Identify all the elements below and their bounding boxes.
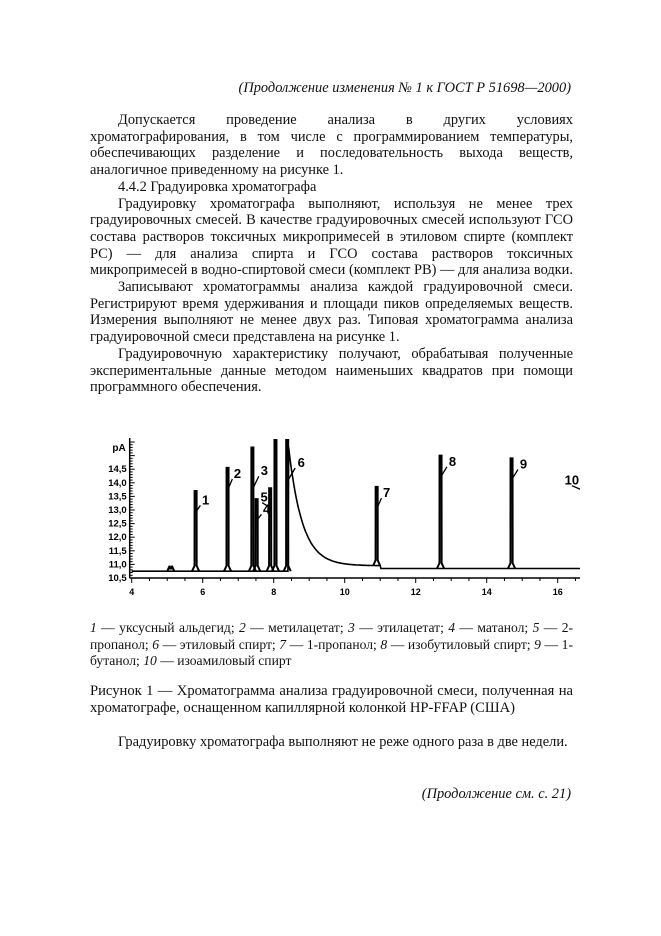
y-tick-label: 12,0 [108, 532, 127, 543]
x-tick-label: 10 [340, 587, 350, 597]
peak-label: 2 [234, 466, 241, 481]
legend-number: 10 [143, 653, 157, 669]
peak-label: 8 [449, 454, 456, 469]
x-tick-label: 12 [411, 587, 421, 597]
y-tick-label: 10,5 [108, 573, 127, 584]
x-tick-label: 4 [129, 587, 134, 597]
paragraph: Градуировочную характеристику получают, … [90, 345, 573, 396]
paragraph: Градуировку хроматографа выполняют, испо… [90, 195, 573, 279]
section-heading: 4.4.2 Градуировка хроматографа [118, 178, 317, 195]
legend-name: 2-пропанол; [90, 620, 574, 652]
legend-number: 6 [152, 636, 160, 652]
legend-number: 8 [380, 636, 388, 652]
page-footer: (Продолжение см. с. 21) [421, 786, 571, 802]
peak-leader-line [252, 475, 260, 488]
legend-name: 1-пропанол; [306, 636, 377, 652]
legend-item: 10 — изоамиловый спирт [143, 653, 292, 669]
peak-leader-line [287, 467, 296, 481]
peak-label: 6 [298, 455, 305, 470]
peak-label: 10 [565, 473, 579, 488]
body-text: Допускается проведение анализа в других … [90, 112, 573, 396]
peak [265, 487, 275, 572]
peak-leader-line [196, 504, 201, 512]
peak [436, 454, 446, 569]
body-text-after: Градуировку хроматографа выполняют не ре… [90, 734, 573, 751]
x-tick-label: 6 [200, 587, 205, 597]
y-tick-label: 11,5 [109, 546, 128, 557]
figure-legend: 1 — уксусный альдегид; 2 — метилацетат; … [90, 620, 573, 670]
y-tick-label: 13,0 [108, 505, 127, 516]
peak-leader-line [571, 485, 580, 490]
legend-item: 5 — 2-пропанол; [90, 620, 574, 652]
legend-item: 4 — матанол; [448, 620, 529, 635]
peak-leader-line [261, 502, 272, 509]
legend-name: матанол; [477, 620, 529, 635]
legend-name: изобутиловый спирт; [407, 636, 531, 652]
legend-item: 8 — изобутиловый спирт; [380, 636, 531, 652]
y-axis-label: pA [112, 443, 125, 454]
chromatogram-trace [131, 446, 580, 572]
peak [271, 439, 280, 572]
legend-name: этилацетат; [377, 620, 444, 635]
legend-number: 1 [90, 620, 97, 635]
chromatogram-chart: 10,5 11,0 11,5 12,0 12,5 13,0 13,5 14,0 14,5 pA 4 6… [108, 438, 580, 597]
peak-leader-line [377, 497, 383, 508]
legend-number: 2 [238, 620, 246, 635]
legend-name: изоамиловый спирт [177, 653, 292, 669]
legend-number: 4 [448, 620, 456, 635]
legend-item: 6 — этиловый спирт; [152, 636, 276, 652]
peak [372, 485, 382, 567]
peak [282, 439, 292, 572]
peak [191, 489, 201, 572]
legend-number: 7 [279, 636, 287, 652]
legend-number: 3 [348, 620, 355, 635]
legend-item: 7 — 1-пропанол; [279, 636, 377, 652]
peak-label: 3 [261, 463, 268, 478]
peak-label: 4 [263, 501, 271, 516]
peak-leader-line [227, 478, 233, 489]
x-tick-label: 8 [271, 587, 276, 597]
y-tick-label: 12,5 [108, 519, 127, 530]
legend-number: 5 [532, 620, 540, 635]
peak-label: 7 [383, 485, 390, 500]
legend-name: метилацетат; [268, 620, 344, 635]
legend-item: 3 — этилацетат; [348, 620, 444, 635]
peak [166, 565, 176, 572]
peak [507, 457, 517, 569]
x-tick-label: 16 [553, 587, 563, 597]
peak [247, 446, 257, 572]
legend-item: 9 — 1-бутанол; [90, 636, 573, 669]
y-tick-label: 14,0 [108, 478, 127, 489]
paragraph: Записывают хроматограммы анализа каждой … [90, 279, 573, 346]
peak-leader-line [440, 466, 448, 476]
legend-name: уксусный альдегид; [119, 620, 235, 635]
figure-caption: Рисунок 1 — Хроматограмма анализа градуи… [90, 683, 573, 716]
paragraph: Градуировку хроматографа выполняют не ре… [118, 734, 568, 750]
x-tick-label: 14 [482, 587, 492, 597]
legend-name: 1-бутанол; [90, 636, 573, 669]
legend-item: 1 — уксусный альдегид; [90, 620, 235, 635]
peak-label: 1 [202, 492, 209, 507]
peak-label: 9 [520, 457, 527, 472]
peak-leader-line [511, 469, 519, 479]
peak-label: 5 [261, 490, 268, 505]
page-header: (Продолжение изменения № 1 к ГОСТ Р 5169… [238, 80, 571, 96]
peak [223, 466, 233, 572]
legend-number: 9 [534, 636, 541, 652]
y-tick-label: 14,5 [108, 464, 127, 475]
paragraph: Допускается проведение анализа в других … [90, 112, 573, 179]
legend-name: этиловый спирт; [179, 636, 276, 652]
legend-item: 2 — метилацетат; [238, 620, 344, 635]
peak [252, 498, 262, 572]
peak-leader-line [257, 513, 262, 520]
y-tick-label: 11,0 [109, 559, 127, 570]
y-tick-label: 13,5 [108, 491, 127, 502]
